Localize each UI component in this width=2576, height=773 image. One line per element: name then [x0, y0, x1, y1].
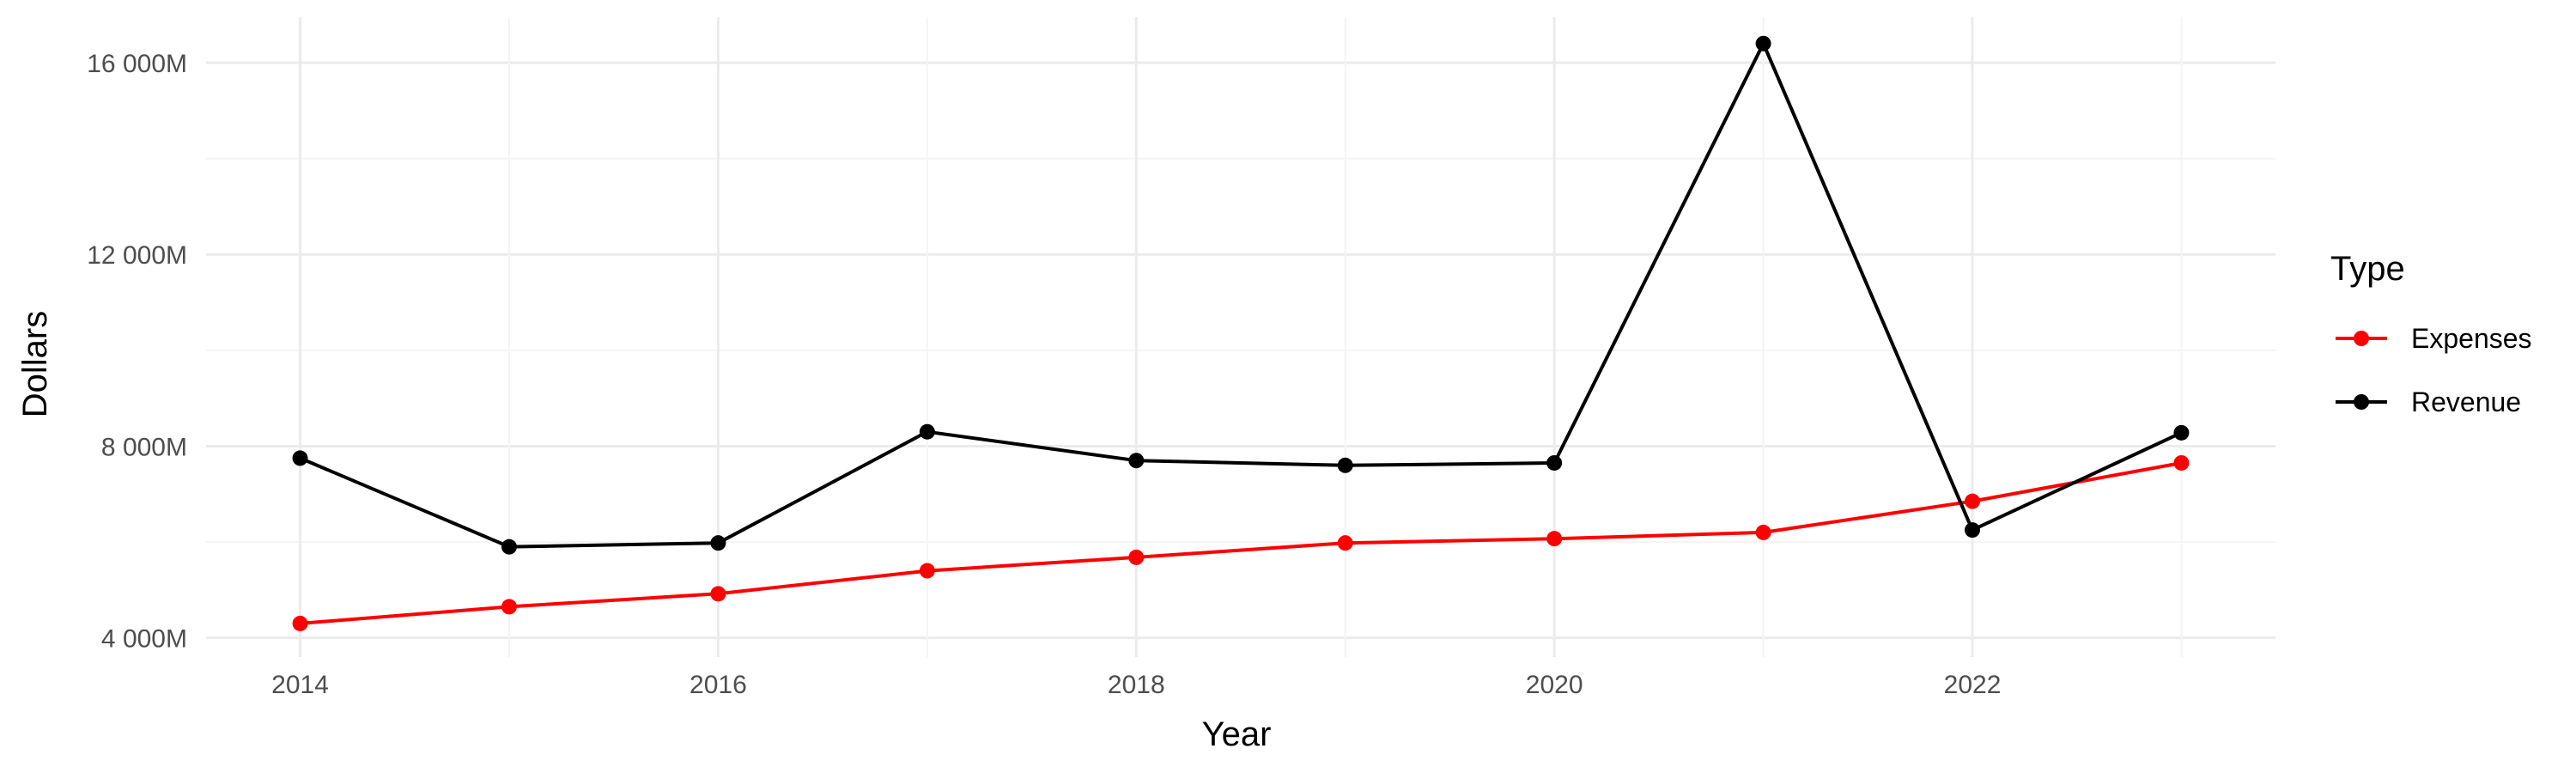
y-tick-label: 4 000M — [101, 625, 187, 654]
expenses-point — [1965, 493, 1981, 509]
revenue-point — [1965, 522, 1981, 539]
legend-title: Type — [2330, 250, 2405, 288]
x-tick-label: 2014 — [271, 671, 329, 699]
revenue-point — [1337, 457, 1353, 473]
y-tick-label: 8 000M — [101, 433, 187, 461]
expenses-point — [919, 563, 935, 579]
legend-label-expenses: Expenses — [2411, 323, 2532, 354]
expenses-line — [300, 461, 2182, 625]
expenses-point — [1755, 524, 1771, 540]
revenue-line — [299, 41, 2183, 549]
expenses-point — [2173, 454, 2190, 471]
expenses-point — [501, 599, 517, 615]
y-axis-title: Dollars — [16, 311, 54, 417]
legend-label-revenue: Revenue — [2411, 386, 2521, 417]
y-tick-label: 16 000M — [87, 50, 187, 78]
x-tick-label: 2016 — [690, 671, 747, 699]
expenses-point — [710, 586, 726, 602]
series-group — [292, 35, 2190, 631]
y-tick-label: 12 000M — [87, 241, 187, 270]
x-tick-label: 2022 — [1944, 671, 2002, 699]
revenue-point — [2173, 424, 2190, 441]
x-tick-label: 2020 — [1526, 671, 1583, 699]
revenue-point — [710, 535, 726, 551]
expenses-point — [1128, 549, 1145, 565]
revenue-point — [292, 450, 308, 466]
legend: Type Expenses Revenue — [2330, 250, 2532, 417]
revenue-point — [501, 539, 517, 555]
expenses-point — [292, 615, 308, 631]
legend-key-revenue-point — [2354, 394, 2369, 410]
legend-key-expenses-point — [2354, 331, 2369, 346]
revenue-point — [919, 423, 935, 440]
expenses-point — [1546, 531, 1563, 547]
grid — [206, 17, 2275, 657]
x-axis-title: Year — [1202, 715, 1272, 753]
revenue-point — [1546, 454, 1563, 471]
axis-ticks: 4 000M 8 000M 12 000M 16 000M 2014 2016 2018 20… — [87, 50, 2001, 699]
x-tick-label: 2018 — [1108, 671, 1165, 699]
expenses-point — [1337, 535, 1353, 551]
revenue-point — [1128, 453, 1145, 469]
revenue-point — [1755, 35, 1771, 52]
